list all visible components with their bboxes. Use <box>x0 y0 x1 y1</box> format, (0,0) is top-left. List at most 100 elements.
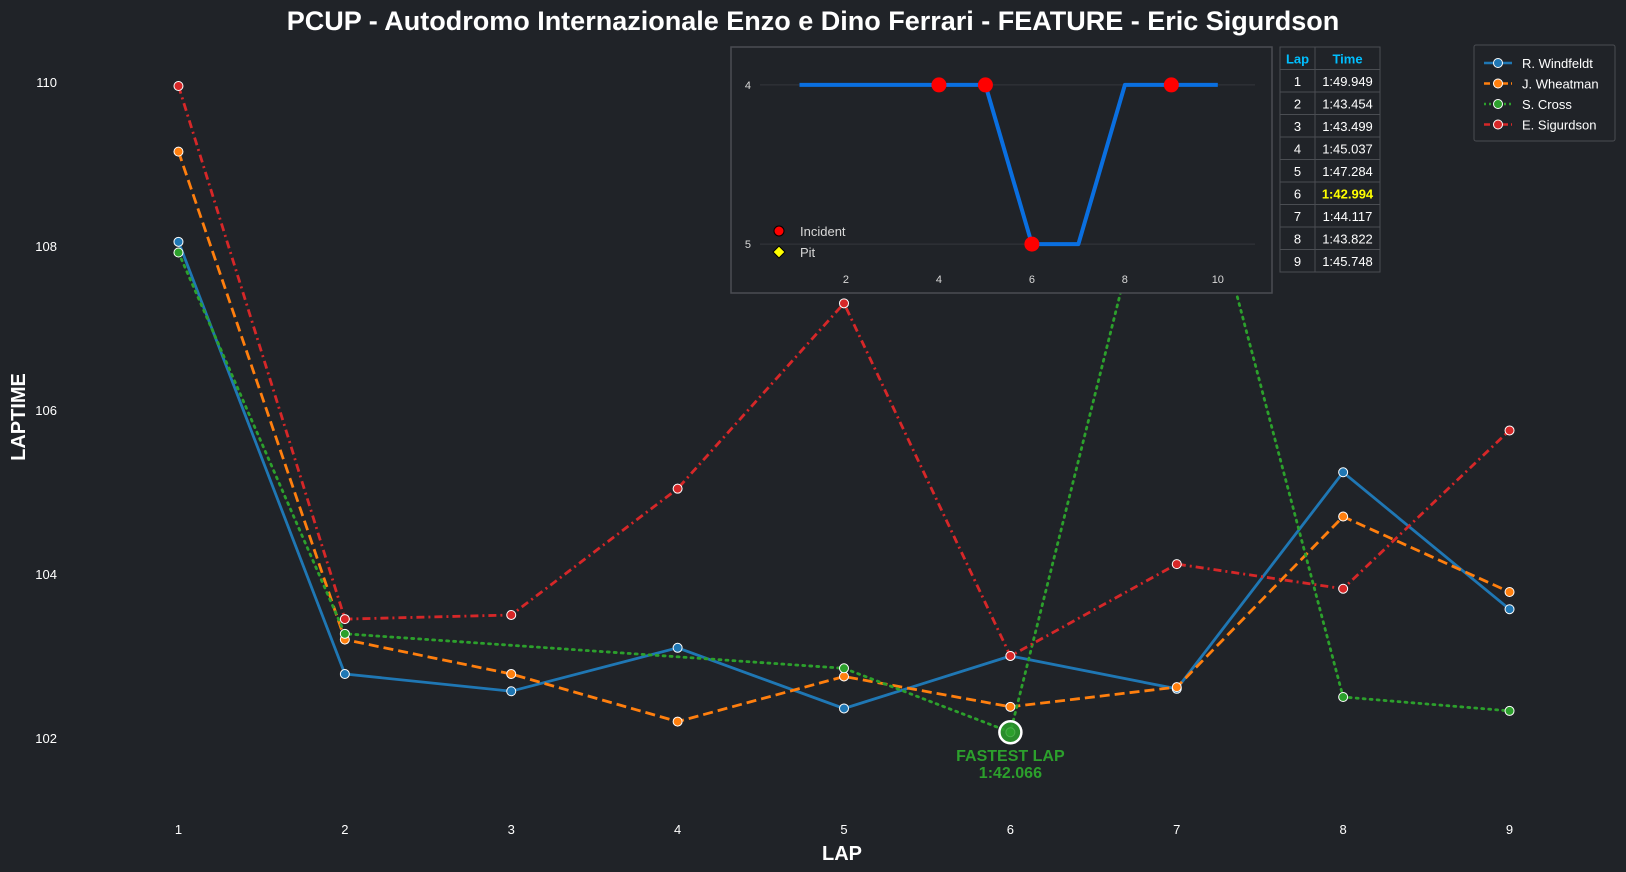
y-tick-label: 106 <box>35 403 57 418</box>
incident-legend-label: Incident <box>800 224 846 239</box>
x-tick-label: 6 <box>1007 822 1014 837</box>
table-lap-time: 1:45.037 <box>1322 141 1373 156</box>
y-tick-label: 102 <box>35 731 57 746</box>
data-point <box>1005 701 1016 712</box>
inset-y-tick: 4 <box>745 80 751 92</box>
fastest-lap-label: FASTEST LAP <box>956 748 1065 765</box>
x-tick-label: 4 <box>674 822 681 837</box>
table-header: Time <box>1332 51 1362 66</box>
data-point <box>173 81 184 92</box>
table-lap-number: 3 <box>1294 119 1301 134</box>
data-point <box>839 703 849 714</box>
data-point <box>1504 604 1515 615</box>
inset-x-tick: 2 <box>843 274 849 286</box>
data-point <box>1338 511 1349 522</box>
legend-marker <box>1493 99 1503 109</box>
table-lap-number: 9 <box>1294 254 1301 269</box>
table-lap-number: 8 <box>1294 231 1301 246</box>
data-point <box>1338 583 1349 594</box>
inset-x-tick: 8 <box>1122 274 1128 286</box>
y-tick-label: 108 <box>35 239 57 254</box>
data-point <box>672 642 683 653</box>
table-lap-time: 1:43.454 <box>1322 96 1373 111</box>
data-point <box>173 146 184 157</box>
legend-label: J. Wheatman <box>1522 77 1599 92</box>
legend-marker <box>1493 58 1503 68</box>
incident-marker <box>977 77 993 93</box>
table-lap-time: 1:43.499 <box>1322 119 1373 134</box>
incident-legend-marker <box>773 225 785 237</box>
legend-label: S. Cross <box>1522 97 1572 112</box>
data-point <box>339 614 350 625</box>
table-header: Lap <box>1286 51 1309 66</box>
table-lap-number: 4 <box>1294 141 1301 156</box>
series-rwindfeldt <box>173 236 1515 714</box>
data-point <box>1504 425 1515 436</box>
table-lap-time: 1:47.284 <box>1322 164 1373 179</box>
table-best-lap-time: 1:42.994 <box>1322 186 1374 201</box>
table-lap-time: 1:45.748 <box>1322 254 1373 269</box>
fastest-lap-time: 1:42.066 <box>979 765 1042 782</box>
legend-box <box>1473 44 1616 142</box>
pit-legend-label: Pit <box>800 245 816 260</box>
table-lap-number: 6 <box>1294 186 1301 201</box>
table-lap-time: 1:43.822 <box>1322 231 1373 246</box>
x-tick-label: 9 <box>1506 822 1513 837</box>
data-point <box>839 671 849 682</box>
main-series-layer <box>173 62 1515 738</box>
inset-y-tick: 5 <box>745 239 751 251</box>
table-lap-number: 1 <box>1294 74 1301 89</box>
y-tick-label: 110 <box>36 75 57 90</box>
legend-label: R. Windfeldt <box>1522 56 1593 71</box>
data-point <box>672 483 683 494</box>
table-lap-number: 2 <box>1294 96 1301 111</box>
x-tick-label: 5 <box>840 822 847 837</box>
incident-marker <box>1163 77 1179 93</box>
legend-marker <box>1493 78 1503 89</box>
y-tick-label: 104 <box>35 567 57 582</box>
inset-x-tick: 10 <box>1212 274 1224 286</box>
x-tick-label: 7 <box>1173 822 1180 837</box>
data-point <box>1504 587 1515 598</box>
lap-times-table: Lap Time 1 1:49.949 2 1:43.454 3 1:43.499 4 1:45.… <box>1279 46 1381 273</box>
series-line <box>177 241 1511 710</box>
data-point <box>672 716 683 727</box>
chart-title: PCUP - Autodromo Internazionale Enzo e D… <box>287 6 1340 36</box>
legend-label: E. Sigurdson <box>1522 118 1596 133</box>
data-point <box>339 669 350 680</box>
data-point <box>506 609 517 620</box>
data-point <box>1171 559 1182 570</box>
table-cell-border <box>1314 249 1381 273</box>
x-tick-label: 1 <box>175 822 182 837</box>
position-inset: 4 5 2 4 6 8 10 Incident Pit <box>730 46 1273 294</box>
x-tick-label: 2 <box>341 822 348 837</box>
table-lap-time: 1:44.117 <box>1323 209 1373 224</box>
table-lap-number: 7 <box>1294 209 1301 224</box>
data-point <box>839 663 849 674</box>
series-line <box>177 151 1511 723</box>
series-jwheatman <box>173 146 1515 727</box>
incident-marker <box>1024 236 1040 252</box>
data-point <box>339 628 350 639</box>
inset-frame <box>730 46 1273 294</box>
data-point <box>1338 467 1349 478</box>
data-point <box>1171 682 1182 693</box>
x-tick-label: 8 <box>1340 822 1347 837</box>
data-point <box>173 236 184 247</box>
title-layer: PCUP - Autodromo Internazionale Enzo e D… <box>8 6 1339 865</box>
data-point <box>1338 691 1349 702</box>
series-esigurdson <box>173 81 1515 661</box>
legend: R. Windfeldt J. Wheatman S. Cross E. Sigurd… <box>1473 44 1616 142</box>
data-point <box>1005 650 1016 661</box>
fastest-lap-marker <box>998 719 1023 745</box>
data-point <box>173 247 184 258</box>
x-tick-label: 3 <box>508 822 515 837</box>
legend-marker <box>1493 119 1503 130</box>
x-axis-title: LAP <box>822 843 862 865</box>
table-lap-number: 5 <box>1294 164 1301 179</box>
incident-marker <box>931 77 947 93</box>
inset-x-tick: 6 <box>1029 274 1035 286</box>
